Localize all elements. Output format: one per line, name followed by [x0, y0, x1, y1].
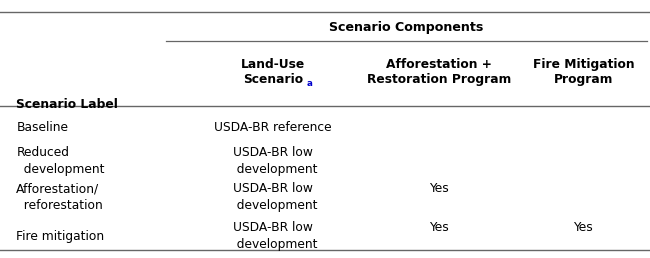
- Text: USDA-BR reference: USDA-BR reference: [214, 121, 332, 134]
- Text: USDA-BR low: USDA-BR low: [233, 221, 313, 234]
- Text: Scenario Label: Scenario Label: [16, 98, 118, 111]
- Text: development: development: [16, 163, 105, 176]
- Text: Scenario Components: Scenario Components: [329, 21, 484, 34]
- Text: USDA-BR low: USDA-BR low: [233, 182, 313, 196]
- Text: development: development: [229, 199, 317, 212]
- Text: a: a: [307, 79, 313, 88]
- Text: Fire Mitigation
Program: Fire Mitigation Program: [532, 58, 634, 86]
- Text: reforestation: reforestation: [16, 199, 103, 212]
- Text: Afforestation/: Afforestation/: [16, 182, 99, 196]
- Text: development: development: [229, 238, 317, 251]
- Text: Yes: Yes: [573, 221, 593, 234]
- Text: Yes: Yes: [429, 182, 448, 196]
- Text: Reduced: Reduced: [16, 146, 70, 159]
- Text: Fire mitigation: Fire mitigation: [16, 230, 105, 243]
- Text: USDA-BR low: USDA-BR low: [233, 146, 313, 159]
- Text: development: development: [229, 163, 317, 176]
- Text: Land-Use
Scenario: Land-Use Scenario: [241, 58, 305, 86]
- Text: Yes: Yes: [429, 221, 448, 234]
- Text: Baseline: Baseline: [16, 121, 68, 134]
- Text: Afforestation +
Restoration Program: Afforestation + Restoration Program: [367, 58, 511, 86]
